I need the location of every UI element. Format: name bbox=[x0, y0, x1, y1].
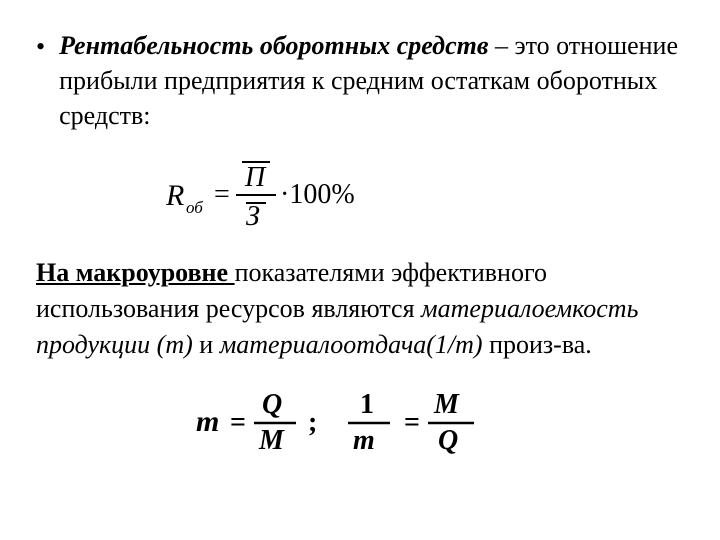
para-tail: произ-ва. bbox=[483, 330, 592, 359]
bullet-text: Рентабельность оборотных средств – это о… bbox=[59, 28, 684, 133]
formula2-M2: M bbox=[433, 389, 460, 420]
formula-rob: R об = П З ·100% bbox=[36, 157, 684, 227]
formula1-factor: ·100% bbox=[280, 179, 355, 210]
formula1-eq: = bbox=[214, 179, 230, 210]
lead-underline: На макроуровне bbox=[36, 258, 235, 287]
formula2-M1: M bbox=[258, 425, 285, 456]
formula1-denom: З bbox=[246, 201, 260, 227]
term-materialootdacha: материалоотдача(1/т) bbox=[220, 330, 483, 359]
formula2-Q1: Q bbox=[262, 389, 282, 420]
term-profitability: Рентабельность оборотных средств bbox=[59, 31, 488, 60]
formula1-sub: об bbox=[186, 198, 203, 217]
formula2-Q2: Q bbox=[438, 425, 458, 456]
formula2-eq1: = bbox=[230, 407, 246, 438]
formula2-one: 1 bbox=[360, 389, 374, 420]
formula2-sep: ; bbox=[308, 407, 317, 438]
formula2-m1: m bbox=[196, 405, 219, 438]
paragraph-macrolevel: На макроуровне показателями эффективного… bbox=[36, 255, 684, 363]
formula1-numerator: П bbox=[244, 162, 267, 193]
bullet-marker: • bbox=[36, 32, 45, 62]
formula-m: m = Q M ; 1 m = M Q bbox=[36, 385, 684, 457]
formula2-m2: m bbox=[353, 425, 375, 456]
formula1-R: R bbox=[166, 179, 184, 212]
para-and: и bbox=[193, 330, 220, 359]
bullet-item: • Рентабельность оборотных средств – это… bbox=[36, 28, 684, 133]
formula2-eq2: = bbox=[404, 407, 420, 438]
